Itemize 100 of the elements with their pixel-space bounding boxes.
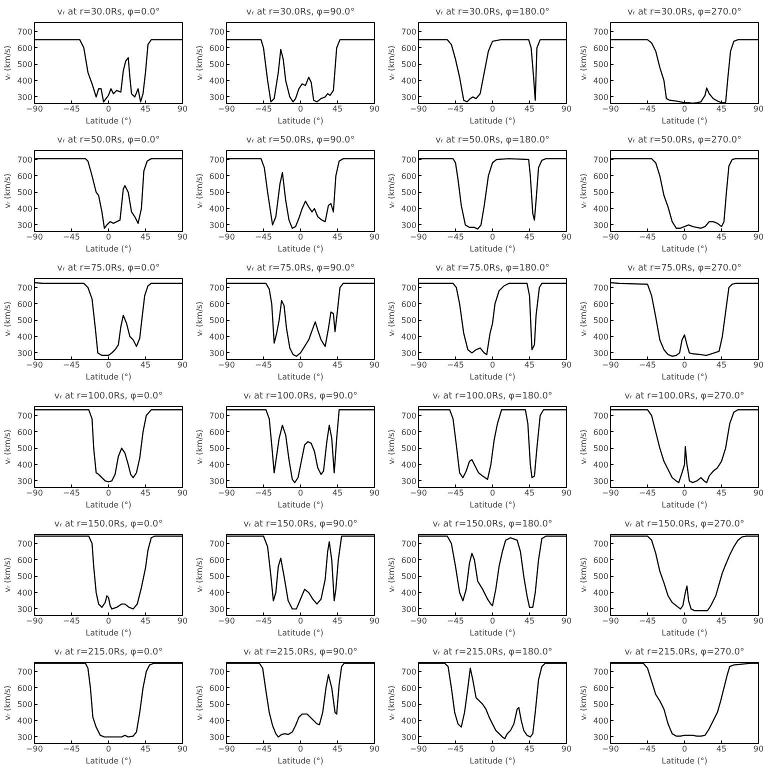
x-tick-label: 90: [369, 104, 380, 114]
x-tick-label: 90: [177, 616, 188, 626]
y-axis-title: vᵣ (km/s): [3, 430, 12, 464]
y-tick-label: 500: [593, 572, 609, 582]
y-tick-label: 400: [593, 332, 609, 342]
y-axis-title: vᵣ (km/s): [3, 302, 12, 336]
x-tick-label: −45: [63, 360, 80, 370]
y-axis-title: vᵣ (km/s): [579, 558, 588, 592]
y-axis-title: vᵣ (km/s): [195, 686, 204, 720]
x-tick-label: 0: [682, 104, 688, 114]
line-series: [34, 282, 182, 356]
y-tick-label: 300: [401, 604, 417, 614]
x-tick-label: 45: [332, 616, 343, 626]
y-tick-label: 700: [209, 412, 225, 420]
x-tick-label: −45: [255, 744, 272, 754]
x-tick-label: −45: [63, 232, 80, 242]
x-tick-label: 45: [716, 232, 727, 242]
x-tick-label: 0: [298, 232, 304, 242]
x-tick-label: −90: [26, 488, 43, 498]
x-tick-label: −45: [639, 360, 656, 370]
x-tick-label: −90: [218, 488, 235, 498]
x-axis-title: Latitude (°): [278, 372, 324, 382]
y-tick-label: 700: [401, 540, 417, 548]
y-tick-label: 300: [17, 348, 33, 358]
x-tick-label: 90: [561, 360, 572, 370]
x-tick-label: −90: [602, 744, 619, 754]
x-tick-label: 90: [561, 744, 572, 754]
x-tick-label: −90: [602, 360, 619, 370]
x-tick-label: −90: [26, 616, 43, 626]
y-tick-label: 400: [209, 332, 225, 342]
x-tick-label: −45: [63, 744, 80, 754]
x-tick-label: 0: [298, 104, 304, 114]
y-tick-label: 300: [593, 732, 609, 742]
x-tick-label: −90: [602, 104, 619, 114]
x-axis-title: Latitude (°): [470, 756, 516, 766]
x-tick-label: 90: [753, 744, 764, 754]
y-tick-label: 400: [593, 204, 609, 214]
x-tick-label: 45: [140, 232, 151, 242]
y-axis-title: vᵣ (km/s): [387, 686, 396, 720]
x-tick-label: 0: [490, 488, 496, 498]
y-tick-label: 300: [593, 476, 609, 486]
y-tick-label: 600: [401, 44, 417, 53]
y-tick-label: 400: [209, 460, 225, 470]
y-axis-title: vᵣ (km/s): [3, 174, 12, 208]
y-axis-title: vᵣ (km/s): [387, 174, 396, 208]
y-tick-label: 600: [593, 684, 609, 693]
x-axis-title: Latitude (°): [470, 116, 516, 126]
x-tick-label: −90: [218, 744, 235, 754]
y-tick-label: 300: [209, 220, 225, 230]
chart-title: vᵣ at r=50.0Rs, φ=0.0°: [57, 136, 160, 146]
y-axis-title: vᵣ (km/s): [3, 46, 12, 80]
x-tick-label: −90: [410, 232, 427, 242]
y-tick-label: 300: [17, 220, 33, 230]
y-tick-label: 400: [17, 716, 33, 726]
x-tick-label: 0: [490, 104, 496, 114]
y-tick-label: 700: [209, 28, 225, 36]
x-tick-label: 45: [716, 360, 727, 370]
x-tick-label: −90: [26, 104, 43, 114]
x-tick-label: −90: [410, 360, 427, 370]
x-tick-label: 45: [524, 616, 535, 626]
chart-title: vᵣ at r=215.0Rs, φ=180.0°: [432, 648, 552, 658]
y-tick-label: 700: [401, 284, 417, 292]
y-tick-label: 700: [209, 284, 225, 292]
x-axis-title: Latitude (°): [662, 372, 708, 382]
x-tick-label: −45: [255, 360, 272, 370]
y-axis-title: vᵣ (km/s): [579, 302, 588, 336]
y-tick-label: 300: [401, 92, 417, 102]
chart-title: vᵣ at r=30.0Rs, φ=90.0°: [246, 8, 355, 18]
x-tick-label: −45: [447, 616, 464, 626]
x-axis-title: Latitude (°): [86, 372, 132, 382]
y-tick-label: 300: [17, 604, 33, 614]
x-tick-label: −45: [447, 232, 464, 242]
y-axis-title: vᵣ (km/s): [579, 46, 588, 80]
x-tick-label: −45: [63, 616, 80, 626]
x-axis-title: Latitude (°): [662, 500, 708, 510]
x-axis-title: Latitude (°): [662, 756, 708, 766]
x-tick-label: 90: [561, 104, 572, 114]
y-tick-label: 600: [209, 300, 225, 309]
y-tick-label: 700: [401, 412, 417, 420]
y-tick-label: 600: [401, 300, 417, 309]
x-tick-label: 90: [753, 232, 764, 242]
chart-title: vᵣ at r=75.0Rs, φ=270.0°: [627, 264, 742, 274]
x-tick-label: 90: [177, 744, 188, 754]
y-tick-label: 500: [209, 316, 225, 326]
y-tick-label: 500: [17, 444, 33, 454]
y-tick-label: 300: [17, 92, 33, 102]
y-tick-label: 600: [593, 44, 609, 53]
y-tick-label: 400: [17, 588, 33, 598]
y-tick-label: 500: [17, 60, 33, 70]
y-tick-label: 500: [17, 700, 33, 710]
y-axis-title: vᵣ (km/s): [195, 558, 204, 592]
y-tick-label: 700: [17, 412, 33, 420]
chart-title: vᵣ at r=150.0Rs, φ=270.0°: [624, 520, 744, 530]
chart-title: vᵣ at r=100.0Rs, φ=90.0°: [243, 392, 358, 402]
chart-title: vᵣ at r=100.0Rs, φ=180.0°: [432, 392, 552, 402]
x-tick-label: 0: [298, 616, 304, 626]
x-tick-label: 0: [490, 360, 496, 370]
x-tick-label: −45: [447, 488, 464, 498]
x-tick-label: −45: [639, 488, 656, 498]
y-tick-label: 700: [209, 540, 225, 548]
